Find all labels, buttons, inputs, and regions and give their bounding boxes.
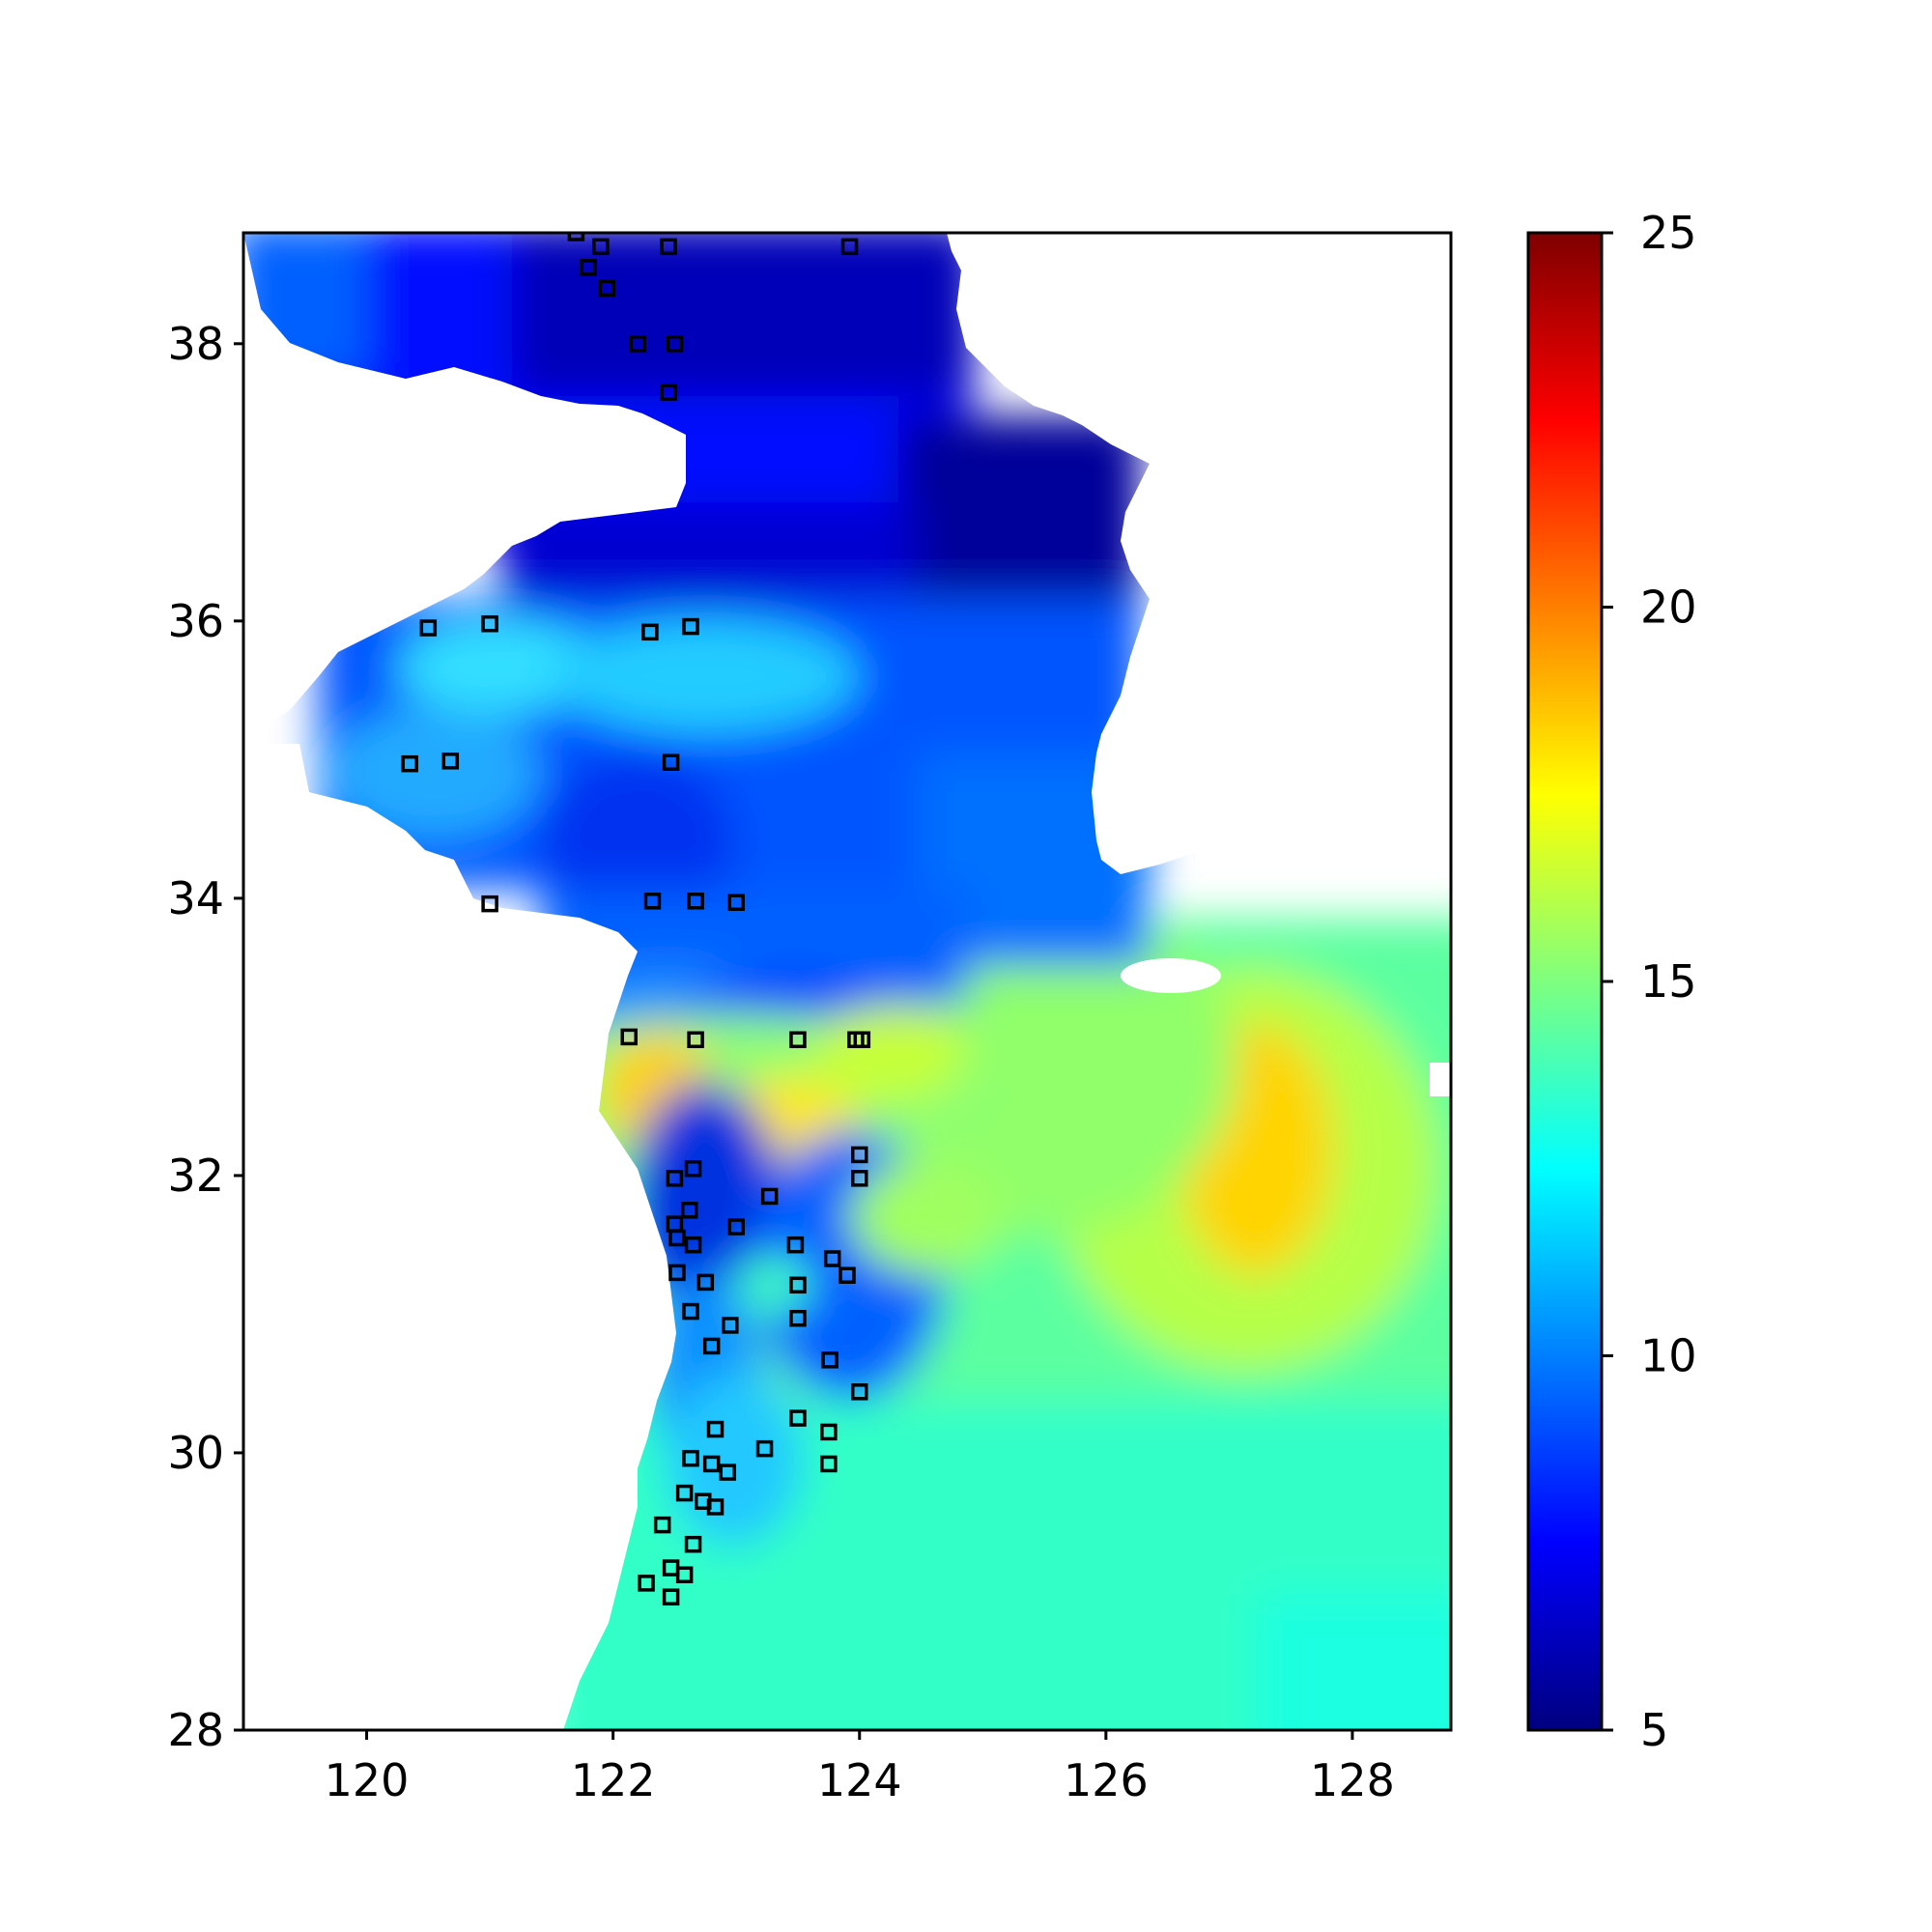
colorbar-tick-label: 10 bbox=[1640, 1330, 1697, 1382]
station-marker bbox=[653, 1516, 671, 1534]
station-marker bbox=[687, 1031, 704, 1049]
colorbar-tick-label: 25 bbox=[1640, 207, 1697, 259]
x-tick-label: 128 bbox=[1310, 1754, 1395, 1806]
heatmap-field bbox=[243, 233, 1451, 1730]
station-marker bbox=[838, 1266, 856, 1285]
station-marker bbox=[706, 1498, 724, 1516]
y-tick-label: 34 bbox=[167, 872, 224, 924]
station-marker bbox=[567, 233, 585, 242]
station-marker bbox=[401, 754, 418, 773]
station-marker bbox=[682, 1449, 699, 1467]
station-marker bbox=[789, 1409, 807, 1427]
colorbar-tick-label: 5 bbox=[1640, 1704, 1668, 1756]
station-marker bbox=[706, 1420, 724, 1438]
station-marker bbox=[682, 1302, 699, 1321]
station-marker bbox=[598, 279, 616, 298]
station-marker bbox=[675, 1566, 694, 1584]
colorbar: 5 10 15 20 25 bbox=[1526, 207, 1697, 1756]
heatmap-plot-area bbox=[242, 231, 1453, 1732]
y-axis: 28 30 32 34 36 38 bbox=[167, 318, 243, 1756]
x-tick-label: 124 bbox=[817, 1754, 902, 1806]
station-marker bbox=[702, 1455, 721, 1473]
station-marker bbox=[641, 623, 659, 641]
colorbar-gradient bbox=[1528, 233, 1602, 1730]
station-marker bbox=[789, 1310, 807, 1327]
station-marker bbox=[662, 753, 680, 771]
station-marker bbox=[760, 1187, 779, 1206]
station-marker bbox=[629, 335, 646, 353]
station-marker bbox=[840, 238, 859, 256]
station-marker bbox=[719, 1463, 737, 1481]
station-marker bbox=[727, 894, 745, 911]
station-marker bbox=[821, 1351, 838, 1369]
x-tick-label: 120 bbox=[325, 1754, 410, 1806]
station-marker bbox=[820, 1423, 838, 1441]
station-marker bbox=[684, 1160, 702, 1178]
station-marker bbox=[727, 1218, 745, 1236]
station-marker bbox=[789, 1031, 807, 1049]
colorbar-tick-label: 15 bbox=[1640, 955, 1697, 1008]
x-tick-label: 126 bbox=[1064, 1754, 1149, 1806]
station-marker bbox=[851, 1146, 868, 1164]
station-marker bbox=[680, 1202, 698, 1219]
station-marker bbox=[638, 1575, 655, 1592]
station-marker bbox=[666, 1170, 684, 1187]
station-marker bbox=[823, 1250, 841, 1267]
station-marker bbox=[696, 1273, 715, 1292]
station-marker bbox=[662, 1588, 680, 1605]
y-tick-label: 28 bbox=[167, 1704, 224, 1756]
station-marker bbox=[684, 1236, 702, 1254]
station-marker bbox=[789, 1276, 807, 1294]
colorbar-tick-label: 20 bbox=[1640, 582, 1697, 634]
colorbar-ticks: 5 10 15 20 25 bbox=[1602, 207, 1697, 1756]
station-marker bbox=[722, 1317, 739, 1334]
station-marker bbox=[419, 619, 438, 637]
station-markers bbox=[401, 233, 871, 1605]
y-tick-label: 36 bbox=[167, 595, 224, 647]
station-marker bbox=[481, 895, 498, 913]
station-marker bbox=[702, 1337, 721, 1355]
station-marker bbox=[592, 238, 610, 256]
station-marker bbox=[660, 238, 677, 256]
y-tick-label: 30 bbox=[167, 1427, 224, 1479]
station-marker bbox=[851, 1383, 868, 1401]
station-marker bbox=[687, 893, 704, 910]
x-tick-label: 122 bbox=[571, 1754, 656, 1806]
plot-frame bbox=[242, 231, 1453, 1732]
station-marker bbox=[820, 1455, 838, 1473]
station-marker bbox=[682, 617, 699, 636]
station-marker bbox=[620, 1028, 638, 1046]
station-marker bbox=[643, 893, 662, 910]
y-tick-label: 38 bbox=[167, 318, 224, 370]
station-marker bbox=[441, 753, 460, 770]
land-mask bbox=[243, 233, 1451, 1730]
station-marker bbox=[755, 1439, 774, 1458]
station-marker bbox=[675, 1484, 694, 1502]
station-marker bbox=[580, 259, 597, 276]
y-tick-label: 32 bbox=[167, 1150, 224, 1202]
station-marker bbox=[660, 384, 677, 401]
station-marker bbox=[481, 614, 498, 633]
station-marker bbox=[668, 1229, 686, 1247]
station-marker bbox=[668, 1264, 686, 1282]
station-marker bbox=[666, 335, 684, 353]
station-marker bbox=[853, 1031, 871, 1049]
station-marker bbox=[786, 1236, 805, 1254]
station-marker bbox=[684, 1535, 702, 1553]
station-marker bbox=[851, 1170, 868, 1187]
x-axis: 120 122 124 126 128 bbox=[325, 1730, 1395, 1806]
